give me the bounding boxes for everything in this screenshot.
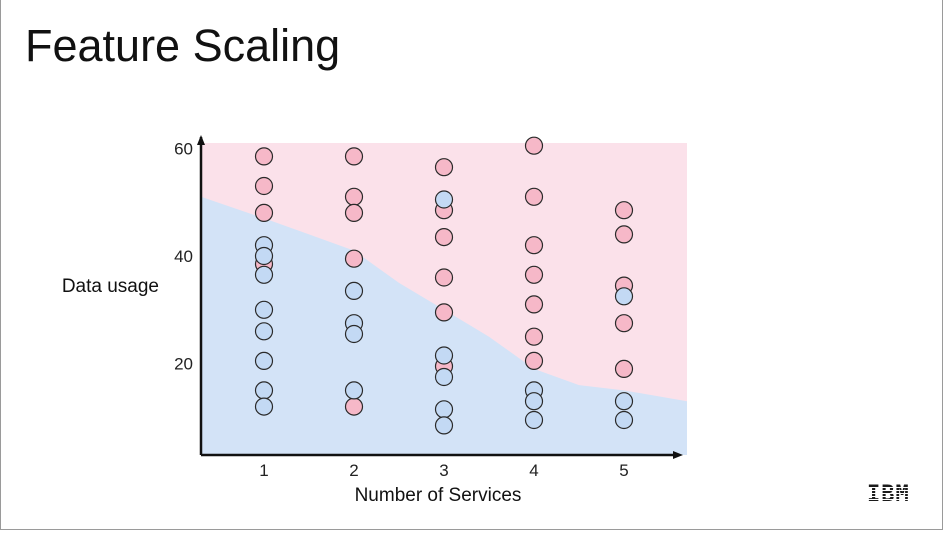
- data-point-blue: [434, 416, 454, 435]
- data-point-pink: [254, 176, 274, 196]
- data-point-blue: [434, 346, 454, 365]
- x-tick-label: 3: [439, 461, 448, 480]
- y-axis-label: Data usage: [62, 276, 159, 297]
- data-point-blue: [254, 351, 274, 370]
- data-point-pink: [524, 236, 544, 255]
- data-point-pink: [434, 303, 454, 322]
- y-tick-label: 40: [174, 247, 193, 266]
- tick-labels: 1 2 3 4 5 20 40 60: [174, 139, 629, 480]
- data-point-blue: [254, 322, 274, 341]
- data-point-blue: [434, 400, 454, 419]
- y-tick-label: 20: [174, 355, 193, 374]
- data-point-blue: [344, 381, 364, 400]
- data-point-pink: [614, 201, 634, 220]
- y-axis-arrow: [197, 135, 205, 145]
- blue-region: [201, 196, 687, 456]
- data-point-blue: [254, 246, 274, 266]
- data-point-pink: [344, 249, 364, 268]
- data-point-pink: [344, 203, 364, 222]
- data-point-pink: [524, 351, 544, 370]
- data-point-pink: [254, 203, 274, 222]
- data-point-blue: [344, 281, 364, 300]
- data-point-pink: [524, 327, 544, 346]
- data-point-pink: [344, 397, 364, 416]
- data-point-pink: [614, 314, 634, 333]
- data-point-blue: [434, 190, 454, 209]
- data-point-blue: [614, 392, 634, 411]
- data-point-pink: [434, 228, 454, 247]
- x-tick-label: 5: [619, 461, 628, 480]
- data-point-pink: [254, 147, 274, 166]
- data-point-pink: [344, 187, 364, 206]
- data-point-pink: [524, 265, 544, 284]
- data-point-pink: [614, 225, 634, 244]
- data-points: [254, 136, 634, 435]
- slide-title: Feature Scaling: [25, 20, 341, 71]
- y-tick-label: 60: [174, 139, 193, 158]
- data-point-pink: [524, 136, 544, 155]
- x-tick-label: 1: [259, 461, 268, 480]
- x-axis-label: Number of Services: [355, 485, 522, 506]
- x-axis-arrow: [673, 451, 683, 459]
- data-point-blue: [254, 381, 274, 400]
- data-point-blue: [254, 300, 274, 319]
- data-point-pink: [524, 295, 544, 314]
- data-point-blue: [434, 367, 454, 387]
- data-point-blue: [524, 410, 544, 430]
- data-point-blue: [254, 397, 274, 416]
- x-tick-label: 4: [529, 461, 538, 480]
- data-point-blue: [614, 287, 634, 306]
- data-point-blue: [254, 265, 274, 284]
- data-point-blue: [524, 392, 544, 411]
- data-point-blue: [344, 324, 364, 344]
- data-point-pink: [614, 359, 634, 378]
- data-point-pink: [434, 158, 454, 177]
- data-point-pink: [344, 147, 364, 166]
- x-tick-label: 2: [349, 461, 358, 480]
- data-point-blue: [614, 410, 634, 430]
- data-point-pink: [434, 268, 454, 287]
- data-point-pink: [524, 187, 544, 206]
- axes: [197, 135, 683, 459]
- ibm-logo: IBM: [867, 482, 910, 507]
